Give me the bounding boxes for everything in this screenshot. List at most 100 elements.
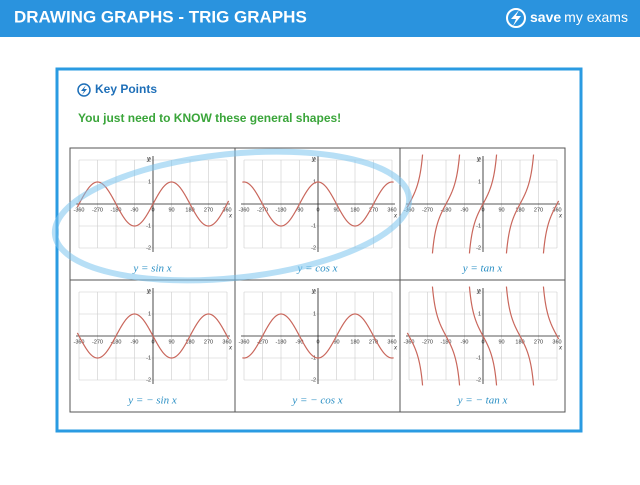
x-tick-label: -270 [422,207,433,213]
graph-caption: y = − tan x [457,395,508,407]
graph-caption: y = sin x [132,263,171,275]
header-title: DRAWING GRAPHS - TRIG GRAPHS [14,7,307,26]
x-tick-label: 90 [498,339,504,345]
x-axis-label: x [228,214,233,220]
x-tick-label: 90 [333,339,339,345]
x-tick-label: -90 [296,207,304,213]
x-tick-label: 360 [222,339,231,345]
x-tick-label: 90 [168,339,174,345]
x-tick-label: 90 [168,207,174,213]
x-tick-label: -180 [110,207,121,213]
y-tick-label: 2 [313,289,316,295]
y-tick-label: 1 [478,311,481,317]
x-tick-label: -90 [131,207,139,213]
y-axis-label: y [146,157,151,163]
y-tick-label: 1 [313,311,316,317]
x-tick-label: 270 [534,339,543,345]
y-tick-label: -1 [311,223,316,229]
logo-rest: my exams [564,9,628,25]
x-tick-label: -360 [238,339,249,345]
y-tick-label: 2 [313,157,316,163]
y-tick-label: -2 [311,245,316,251]
x-tick-label: -90 [296,339,304,345]
y-tick-label: 2 [478,157,481,163]
x-tick-label: 270 [369,339,378,345]
curve [76,313,230,359]
logo: save my exams [530,9,628,25]
x-tick-label: 360 [387,207,396,213]
y-tick-label: -1 [476,355,481,361]
x-tick-label: 180 [515,207,524,213]
x-tick-label: 90 [498,207,504,213]
x-tick-label: -180 [275,339,286,345]
x-axis-label: x [558,214,563,220]
y-tick-label: -2 [476,245,481,251]
x-tick-label: -360 [403,339,414,345]
y-tick-label: -1 [476,223,481,229]
highlight-ellipse [51,148,413,284]
x-tick-label: -90 [461,207,469,213]
y-axis-label: y [146,289,151,295]
x-tick-label: -360 [73,339,84,345]
x-tick-label: 270 [204,207,213,213]
key-bolt [81,85,87,95]
x-tick-label: 360 [222,207,231,213]
x-tick-label: 180 [185,339,194,345]
y-tick-label: -1 [146,223,151,229]
x-tick-label: 180 [350,339,359,345]
graph-caption: y = − cos x [291,395,342,407]
card-heading: Key Points [95,82,157,96]
curve [242,313,394,359]
x-tick-label: 360 [552,207,561,213]
curve [242,181,394,227]
logo-bold: save [530,9,561,25]
header-bar [0,0,640,37]
x-tick-label: -180 [440,207,451,213]
x-tick-label: 180 [515,339,524,345]
x-tick-label: -270 [422,339,433,345]
key-icon [77,83,91,97]
y-axis-label: y [311,157,316,163]
graph-caption: y = tan x [462,263,503,275]
y-tick-label: 2 [148,157,151,163]
x-tick-label: -180 [110,339,121,345]
x-tick-label: 270 [204,339,213,345]
y-tick-label: 2 [148,289,151,295]
y-tick-label: -1 [311,355,316,361]
curve [406,154,560,254]
x-tick-label: 360 [552,339,561,345]
y-tick-label: 1 [148,179,151,185]
x-tick-label: 180 [350,207,359,213]
y-tick-label: 1 [148,311,151,317]
x-tick-label: -270 [92,339,103,345]
logo-bolt [511,10,521,26]
x-tick-label: -360 [73,207,84,213]
x-axis-label: x [558,346,563,352]
x-tick-label: -360 [238,207,249,213]
graph-caption: y = − sin x [127,395,177,407]
x-tick-label: -180 [440,339,451,345]
x-tick-label: 90 [333,207,339,213]
x-axis-label: x [228,346,233,352]
x-axis-label: x [393,214,398,220]
logo-icon [506,8,526,28]
card-subheading: You just need to KNOW these general shap… [78,111,341,125]
y-tick-label: -2 [476,377,481,383]
y-tick-label: -2 [146,377,151,383]
x-axis-label: x [393,346,398,352]
x-tick-label: 270 [534,207,543,213]
y-tick-label: -1 [146,355,151,361]
y-tick-label: -2 [146,245,151,251]
y-axis-label: y [311,289,316,295]
x-tick-label: -270 [257,339,268,345]
y-tick-label: 1 [478,179,481,185]
x-tick-label: -270 [92,207,103,213]
x-tick-label: 360 [387,339,396,345]
x-tick-label: -180 [275,207,286,213]
y-tick-label: -2 [311,377,316,383]
x-tick-label: 270 [369,207,378,213]
x-tick-label: 180 [185,207,194,213]
